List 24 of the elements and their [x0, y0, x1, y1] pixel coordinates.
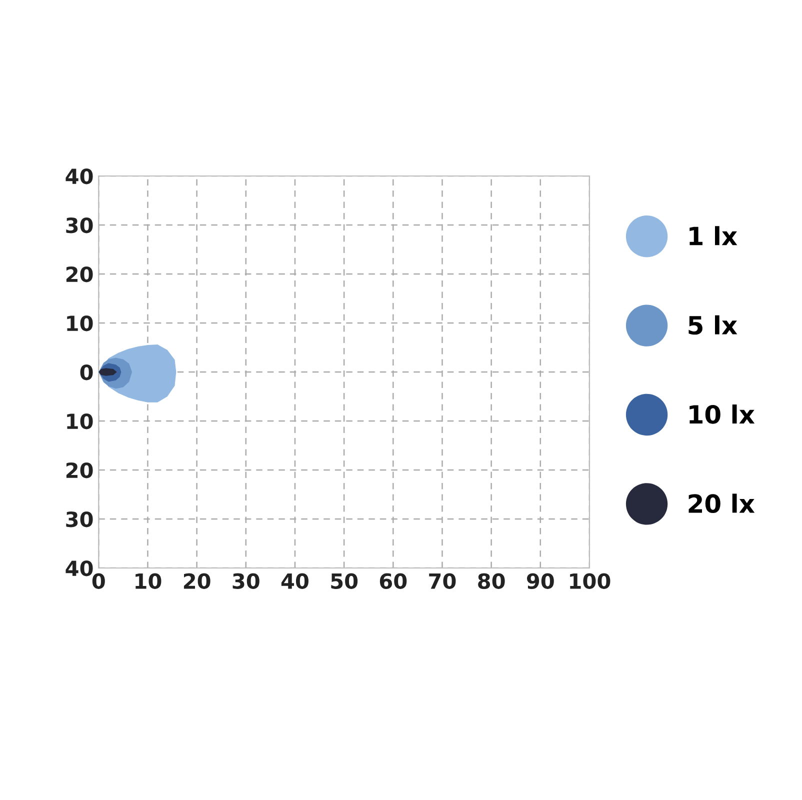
x-tick-label: 70 — [429, 573, 456, 589]
x-tick-label: 30 — [232, 573, 260, 589]
legend-label: 5 lx — [688, 315, 738, 335]
x-tick-label: 80 — [478, 573, 505, 589]
x-tick-label: 60 — [380, 573, 407, 589]
y-tick-label: 20 — [66, 462, 93, 478]
x-tick-label: 0 — [92, 573, 105, 589]
y-tick-label: 10 — [67, 315, 93, 332]
x-tick-label: 50 — [331, 573, 358, 589]
legend-label: 1 lx — [690, 226, 738, 246]
x-tick-label: 100 — [570, 573, 610, 589]
x-tick-label: 10 — [136, 573, 162, 589]
y-tick-label: 30 — [66, 511, 93, 528]
y-tick-label: 30 — [66, 217, 93, 234]
legend-label: 10 lx — [690, 404, 755, 424]
y-tick-label: 20 — [66, 266, 93, 282]
y-tick-label: 10 — [67, 413, 93, 430]
x-tick-label: 90 — [526, 573, 554, 589]
y-tick-label: 40 — [66, 560, 93, 576]
y-tick-label: 40 — [66, 168, 93, 184]
y-tick-label: 0 — [80, 364, 93, 380]
x-tick-label: 20 — [184, 573, 210, 589]
legend-label: 20 lx — [688, 494, 755, 514]
x-tick-label: 40 — [281, 573, 308, 589]
